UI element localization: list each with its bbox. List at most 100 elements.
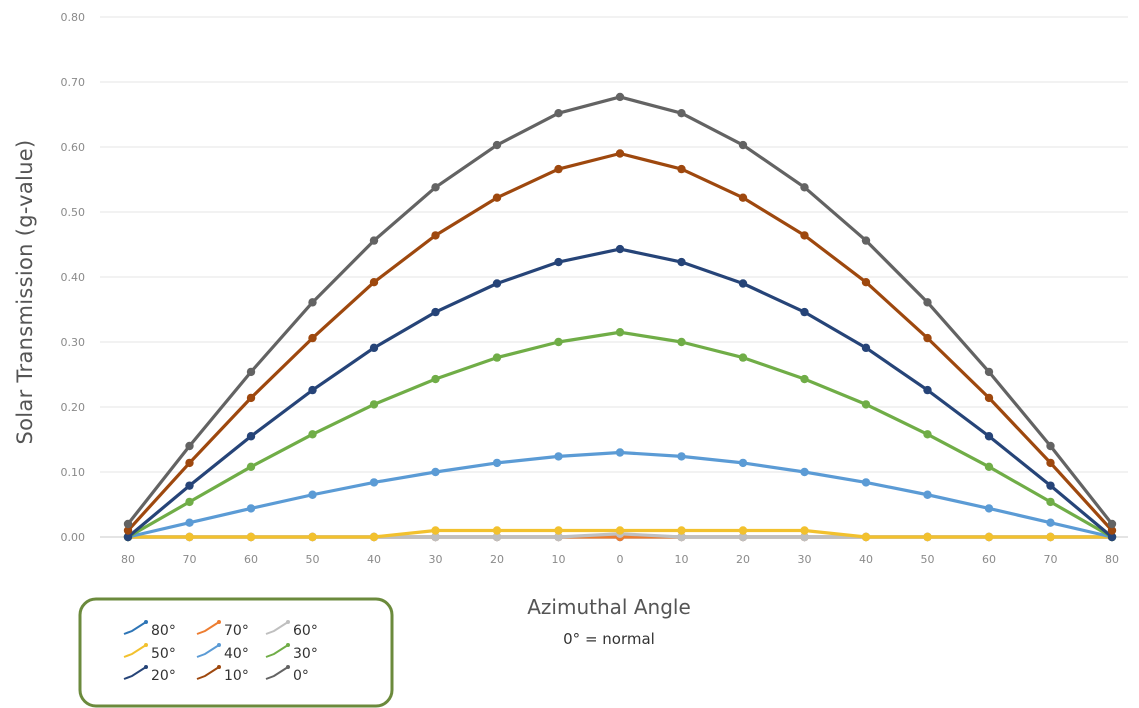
legend-label: 70°	[224, 623, 249, 639]
data-point	[431, 183, 440, 192]
data-point	[1046, 458, 1055, 468]
data-point	[738, 532, 748, 542]
x-tick-label: 40	[367, 553, 381, 566]
data-point	[1107, 519, 1117, 529]
legend-label: 80°	[151, 623, 176, 639]
y-tick-label: 0.00	[61, 531, 86, 544]
data-point	[738, 279, 748, 288]
legend-swatch	[196, 644, 220, 658]
data-point	[800, 307, 809, 317]
data-point	[677, 532, 686, 542]
legend-label: 20°	[151, 668, 176, 684]
data-point	[861, 278, 871, 287]
legend-swatch	[123, 621, 147, 635]
legend-swatch	[196, 666, 220, 680]
data-point	[246, 462, 256, 471]
data-point	[308, 385, 317, 395]
data-point	[677, 109, 686, 118]
data-point	[492, 458, 502, 468]
y-tick-label: 0.50	[61, 206, 86, 219]
x-axis-note: 0° = normal	[563, 630, 655, 648]
y-axis-label: Solar Transmission (g-value)	[13, 139, 37, 444]
series-line	[127, 330, 1113, 539]
data-point	[1046, 532, 1055, 542]
data-point	[1107, 526, 1117, 535]
y-tick-label: 0.60	[61, 141, 86, 154]
series	[123, 244, 1117, 542]
legend-item: 20°	[123, 665, 176, 684]
data-point	[554, 164, 563, 174]
series-line	[127, 450, 1113, 539]
data-point	[800, 374, 809, 384]
series	[123, 526, 1117, 542]
data-point	[431, 532, 440, 542]
legend-swatch	[265, 644, 289, 658]
legend-swatch-marker	[286, 665, 290, 669]
data-point	[554, 257, 563, 267]
data-point	[554, 452, 563, 461]
data-point	[738, 526, 748, 535]
data-point	[1046, 481, 1055, 490]
data-point	[246, 393, 256, 403]
data-point	[615, 149, 625, 158]
data-point	[308, 430, 317, 439]
data-point	[246, 367, 256, 377]
data-point	[492, 193, 502, 202]
data-point	[1046, 497, 1055, 507]
data-point	[923, 490, 932, 499]
legend-swatch	[196, 621, 220, 635]
data-point	[369, 236, 379, 245]
data-point	[677, 452, 686, 461]
x-tick-label: 0	[617, 553, 624, 566]
data-point	[677, 337, 686, 347]
legend-swatch-marker	[217, 643, 221, 647]
series	[123, 149, 1117, 535]
data-point	[185, 532, 194, 542]
data-point	[554, 526, 563, 535]
data-point	[861, 343, 871, 353]
x-tick-label: 10	[552, 553, 566, 566]
data-point	[492, 279, 502, 288]
data-point	[923, 298, 932, 307]
data-point	[185, 497, 194, 507]
x-tick-label: 30	[429, 553, 443, 566]
legend-label: 60°	[293, 623, 318, 639]
x-tick-label: 80	[121, 553, 135, 566]
data-point	[246, 504, 256, 513]
legend-item: 70°	[196, 620, 249, 639]
data-point	[861, 532, 871, 542]
x-tick-label: 20	[736, 553, 750, 566]
data-point	[738, 193, 748, 202]
legend-box	[78, 597, 394, 708]
legend-swatch-marker	[144, 665, 148, 669]
x-tick-label: 80	[1105, 553, 1119, 566]
data-point	[984, 393, 994, 403]
legend-item: 60°	[265, 620, 318, 639]
legend-swatch-marker	[144, 620, 148, 624]
data-point	[984, 504, 994, 513]
legend-item: 80°	[123, 620, 176, 639]
data-point	[800, 231, 809, 240]
x-tick-label: 10	[675, 553, 689, 566]
y-tick-label: 0.20	[61, 401, 86, 414]
legend-swatch	[265, 621, 289, 635]
legend-item: 40°	[196, 643, 249, 662]
x-tick-label: 70	[1044, 553, 1058, 566]
data-point	[185, 518, 194, 527]
data-point	[369, 343, 379, 353]
data-point	[431, 374, 440, 384]
data-point	[615, 526, 625, 535]
data-point	[615, 244, 625, 254]
data-point	[615, 328, 625, 337]
data-point	[554, 337, 563, 347]
data-point	[431, 307, 440, 317]
data-point	[1046, 441, 1055, 451]
series-layer	[123, 92, 1117, 542]
data-point	[923, 385, 932, 395]
data-point	[554, 532, 563, 542]
data-point	[923, 430, 932, 439]
data-point	[492, 532, 502, 542]
legend-label: 50°	[151, 646, 176, 662]
x-tick-labels: 80 70 60 50 40 30 20 10 0 10 20 30 40 50 60 70 80	[121, 553, 1119, 566]
gridlines	[100, 16, 1128, 538]
